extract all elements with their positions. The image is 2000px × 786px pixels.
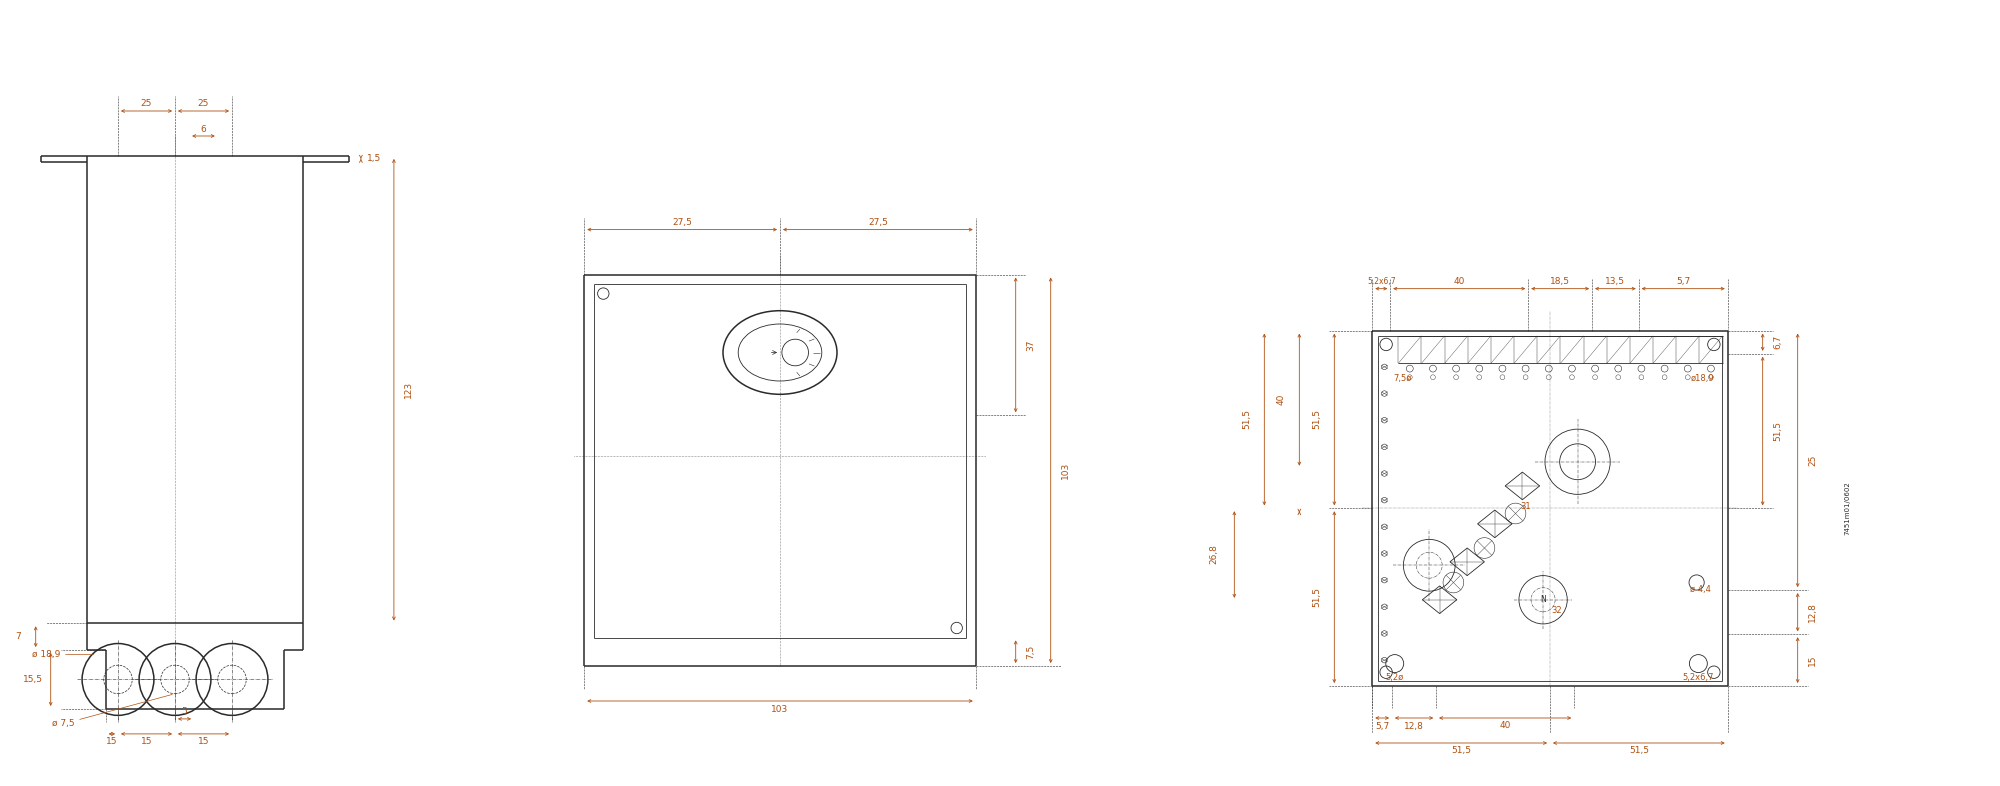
Text: 5: 5 xyxy=(182,707,188,716)
Text: ø 7,5: ø 7,5 xyxy=(52,694,172,729)
Text: ø 4,4: ø 4,4 xyxy=(1690,585,1710,594)
Text: 51,5: 51,5 xyxy=(1312,587,1320,607)
Text: 7,5ø: 7,5ø xyxy=(1394,374,1412,384)
Text: 13,5: 13,5 xyxy=(1606,277,1626,286)
Text: 123: 123 xyxy=(404,381,414,399)
Text: 32: 32 xyxy=(1552,605,1562,615)
Text: 15,5: 15,5 xyxy=(22,675,42,684)
Text: 51,5: 51,5 xyxy=(1628,747,1648,755)
Text: 26,8: 26,8 xyxy=(1210,545,1218,564)
Text: 15: 15 xyxy=(1808,655,1818,666)
Text: 5,2x6,7: 5,2x6,7 xyxy=(1366,277,1396,286)
Text: 5,2ø: 5,2ø xyxy=(1386,673,1404,682)
Text: ø 18,9: ø 18,9 xyxy=(32,650,94,659)
Text: 27,5: 27,5 xyxy=(868,218,888,227)
Text: 15: 15 xyxy=(106,737,118,747)
Text: 5,7: 5,7 xyxy=(1376,722,1390,730)
Text: 103: 103 xyxy=(772,704,788,714)
Text: 25: 25 xyxy=(140,100,152,108)
Text: 51,5: 51,5 xyxy=(1312,410,1320,429)
Text: 7: 7 xyxy=(14,632,20,641)
Text: 15: 15 xyxy=(198,737,210,747)
Text: 7,5: 7,5 xyxy=(1026,645,1036,659)
Text: 40: 40 xyxy=(1454,277,1464,286)
Text: 5,7: 5,7 xyxy=(1676,277,1690,286)
Text: 51,5: 51,5 xyxy=(1242,410,1250,429)
Text: 40: 40 xyxy=(1500,722,1510,730)
Text: 40: 40 xyxy=(1276,394,1286,406)
Text: ø18,9: ø18,9 xyxy=(1690,374,1714,384)
Text: 51,5: 51,5 xyxy=(1452,747,1472,755)
Text: 6,7: 6,7 xyxy=(1774,335,1782,349)
Text: 103: 103 xyxy=(1062,461,1070,479)
Text: 25: 25 xyxy=(198,100,210,108)
Text: 51,5: 51,5 xyxy=(1774,421,1782,441)
Text: 37: 37 xyxy=(1026,339,1036,351)
Text: 6: 6 xyxy=(200,124,206,134)
Text: 12,8: 12,8 xyxy=(1404,722,1424,730)
Text: 1,5: 1,5 xyxy=(366,154,382,163)
Text: 15: 15 xyxy=(140,737,152,747)
Text: 27,5: 27,5 xyxy=(672,218,692,227)
Text: 5,2x6,7: 5,2x6,7 xyxy=(1682,673,1714,682)
Text: 12,8: 12,8 xyxy=(1808,602,1818,622)
Text: 18,5: 18,5 xyxy=(1550,277,1570,286)
Text: 7451m01/0602: 7451m01/0602 xyxy=(1844,482,1850,535)
Text: 25: 25 xyxy=(1808,454,1818,466)
Text: N: N xyxy=(1540,595,1546,604)
Text: 31: 31 xyxy=(1520,502,1532,511)
